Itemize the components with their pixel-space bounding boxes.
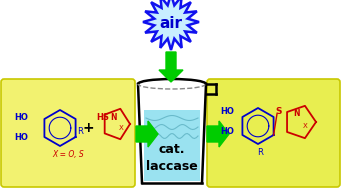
Text: HO: HO — [14, 114, 28, 122]
Text: air: air — [160, 15, 182, 30]
Text: HO: HO — [220, 108, 234, 116]
Text: R: R — [257, 148, 263, 157]
Polygon shape — [144, 110, 200, 181]
Text: X = O, S: X = O, S — [52, 150, 84, 160]
Text: +: + — [82, 121, 94, 135]
Text: HO: HO — [14, 133, 28, 143]
FancyBboxPatch shape — [207, 79, 340, 187]
Text: N: N — [294, 109, 300, 119]
Text: HO: HO — [220, 128, 234, 136]
FancyBboxPatch shape — [1, 79, 135, 187]
Text: R: R — [78, 126, 84, 136]
Text: cat.
laccase: cat. laccase — [146, 143, 198, 173]
Text: S: S — [276, 108, 282, 116]
Text: HS: HS — [96, 114, 109, 122]
FancyArrow shape — [207, 121, 229, 147]
FancyArrow shape — [136, 121, 158, 147]
Polygon shape — [143, 0, 199, 50]
FancyArrow shape — [159, 52, 183, 82]
Text: X: X — [119, 125, 123, 131]
Text: X: X — [302, 123, 307, 129]
Text: N: N — [111, 112, 117, 122]
